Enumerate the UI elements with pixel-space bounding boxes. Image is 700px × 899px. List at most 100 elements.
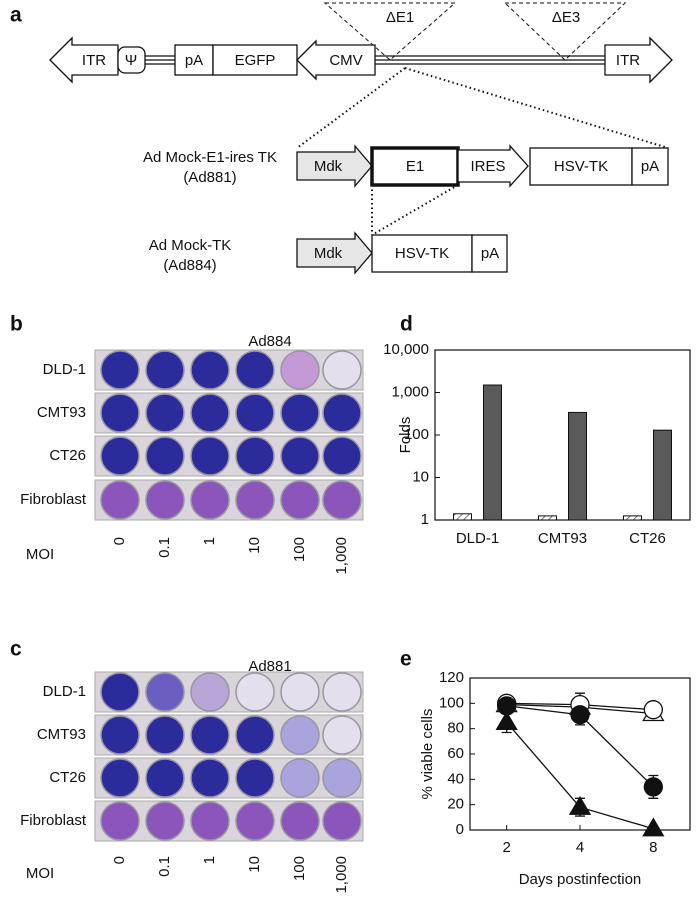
well (100, 801, 140, 841)
element-label: Ψ (125, 52, 138, 69)
panel-a: a ΔE1 ΔE3 ITR Ψ pA EGFP CMV ITR Ad Mock-… (10, 2, 673, 275)
egfp-box (212, 44, 298, 76)
element-label: Mdk (314, 158, 343, 175)
row-label: CT26 (49, 769, 86, 786)
y-tick-label: 10 (412, 468, 429, 485)
panel-label: b (10, 313, 23, 336)
well (145, 672, 185, 712)
element-label: HSV-TK (395, 245, 449, 262)
y-tick-label: 40 (447, 770, 464, 787)
well (322, 393, 362, 433)
panel-label: d (400, 313, 413, 336)
x-tick-label: 2 (502, 839, 510, 856)
hsv-tk-box (371, 234, 473, 273)
y-tick-label: 0 (456, 821, 464, 838)
y-axis-label: Folds (397, 417, 414, 454)
element-label: E1 (406, 158, 424, 175)
mdk-arrow (296, 231, 373, 275)
pa-box (631, 147, 669, 186)
y-tick-label: 1 (421, 511, 429, 528)
panel-label: e (400, 648, 412, 671)
bar (623, 515, 642, 521)
element-label: IRES (470, 158, 505, 175)
row-label: DLD-1 (43, 683, 86, 700)
well (235, 715, 275, 755)
element-label: pA (641, 158, 659, 175)
marker (643, 777, 663, 797)
well (280, 480, 320, 520)
marker (495, 711, 518, 730)
well (280, 801, 320, 841)
well (190, 480, 230, 520)
well (190, 801, 230, 841)
moi-tick-label: 0.1 (156, 856, 173, 877)
y-tick-label: 100 (439, 694, 464, 711)
psi-box (117, 46, 146, 74)
well (280, 436, 320, 476)
marker (568, 795, 592, 815)
element-label: HSV-TK (554, 158, 608, 175)
well (235, 350, 275, 390)
element-label: pA (481, 245, 499, 262)
bar (483, 384, 502, 521)
well (190, 436, 230, 476)
well (100, 436, 140, 476)
y-tick-label: 1,000 (391, 383, 429, 400)
moi-label: MOI (26, 546, 54, 563)
well (145, 715, 185, 755)
moi-tick-label: 0 (111, 537, 128, 545)
x-axis-label: Days postinfection (519, 871, 642, 888)
construct-id: (Ad881) (183, 169, 236, 186)
well (145, 480, 185, 520)
moi-tick-label: 100 (291, 856, 308, 881)
moi-tick-label: 1 (201, 856, 218, 864)
y-tick-label: 80 (447, 720, 464, 737)
well (322, 801, 362, 841)
element-label: pA (185, 52, 203, 69)
well (145, 350, 185, 390)
dotted-line (404, 67, 669, 149)
plate-title: Ad881 (248, 658, 291, 675)
well (100, 350, 140, 390)
well (145, 758, 185, 798)
element-label: EGFP (235, 52, 276, 69)
well (145, 393, 185, 433)
construct-id: (Ad884) (163, 257, 216, 274)
dotted-line (296, 67, 406, 149)
panel-label: a (10, 4, 22, 27)
ires-arrow (457, 144, 529, 188)
well (190, 758, 230, 798)
construct-name: Ad Mock-E1-ires TK (143, 149, 277, 166)
well (100, 758, 140, 798)
moi-tick-label: 0.1 (156, 537, 173, 558)
well (100, 672, 140, 712)
well (280, 715, 320, 755)
bar (568, 411, 587, 521)
deletion-label: ΔE1 (386, 9, 414, 26)
plate-title: Ad884 (248, 333, 291, 350)
pa-box (471, 234, 508, 273)
bar (453, 513, 472, 521)
row-label: Fibroblast (20, 812, 87, 829)
well (322, 350, 362, 390)
well (280, 350, 320, 390)
well (145, 801, 185, 841)
row-label: CT26 (49, 447, 86, 464)
cmv-arrow (296, 39, 376, 81)
marker (570, 705, 590, 725)
element-label: Mdk (314, 245, 343, 262)
plot-frame (434, 349, 691, 521)
well (235, 393, 275, 433)
well (322, 480, 362, 520)
moi-tick-label: 0 (111, 856, 128, 864)
bar (538, 515, 557, 521)
moi-label: MOI (26, 865, 54, 882)
well (235, 672, 275, 712)
well (190, 715, 230, 755)
well (322, 758, 362, 798)
well (280, 672, 320, 712)
element-label: ITR (616, 52, 640, 69)
panel-label: c (10, 638, 22, 661)
deletion-triangle (323, 2, 457, 61)
marker (643, 700, 663, 720)
